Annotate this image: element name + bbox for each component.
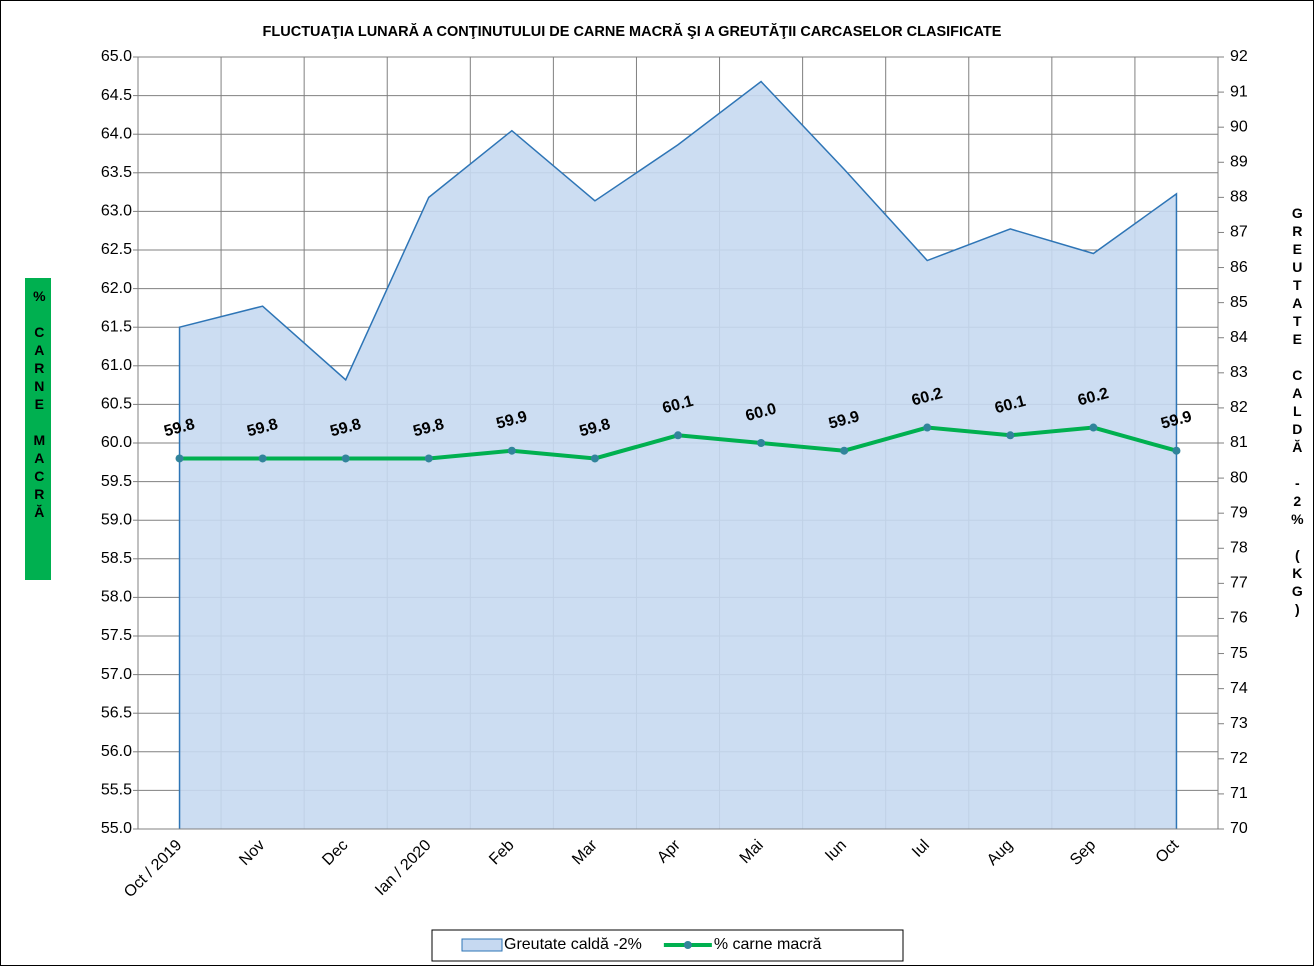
marker	[341, 454, 350, 463]
y-tick-label: 63.5	[101, 164, 132, 181]
y-tick-label: 59.5	[101, 473, 132, 490]
y-tick-label: 58.0	[101, 589, 132, 606]
y-tick-label: 62.0	[101, 280, 132, 297]
y2-tick-label: 87	[1230, 224, 1248, 241]
y2-tick-label: 70	[1230, 820, 1248, 837]
marker	[757, 439, 766, 447]
y2-tick-label: 78	[1230, 539, 1248, 556]
y2-tick-label: 80	[1230, 469, 1248, 486]
y-tick-label: 60.5	[101, 396, 132, 413]
legend-swatch	[461, 938, 503, 952]
y2-tick-label: 84	[1230, 329, 1248, 346]
area	[179, 81, 1177, 829]
y2-tick-label: 88	[1230, 189, 1248, 206]
marker	[923, 423, 932, 432]
y2-tick-label: 89	[1230, 153, 1248, 170]
legend-label: Greutate caldă -2%	[504, 936, 642, 953]
marker	[258, 454, 267, 463]
y2-tick-label: 77	[1230, 575, 1248, 592]
y-label-box	[25, 278, 51, 580]
y2-tick-label: 79	[1230, 504, 1248, 521]
y2-tick-label: 81	[1230, 434, 1248, 451]
marker	[507, 446, 516, 455]
y-tick-label: 59.0	[101, 511, 132, 528]
y-tick-label: 56.0	[101, 743, 132, 760]
y2-tick-label: 75	[1230, 645, 1248, 662]
y-tick-label: 55.5	[101, 782, 132, 799]
y-tick-label: 60.0	[101, 434, 132, 451]
y-tick-label: 64.0	[101, 125, 132, 142]
y2-tick-label: 86	[1230, 259, 1248, 276]
legend-label: % carne macră	[714, 936, 822, 953]
y-tick-label: 57.0	[101, 666, 132, 683]
y-tick-label: 65.0	[101, 48, 132, 65]
area-outline	[178, 80, 1178, 829]
y-axis-label: % CARNE MACRĂ	[31, 288, 47, 522]
y2-tick-label: 91	[1230, 83, 1248, 100]
y2-tick-label: 76	[1230, 610, 1248, 627]
y2-tick-label: 92	[1230, 48, 1248, 65]
marker	[175, 454, 184, 463]
y-tick-label: 55.0	[101, 820, 132, 837]
y2-tick-label: 82	[1230, 399, 1248, 416]
y2-tick-label: 83	[1230, 364, 1248, 381]
y-tick-label: 58.5	[101, 550, 132, 567]
marker	[590, 454, 599, 463]
marker	[1089, 423, 1098, 432]
marker	[424, 454, 433, 463]
y2-tick-label: 85	[1230, 294, 1248, 311]
y2-tick-label: 90	[1230, 118, 1248, 135]
y2-tick-label: 74	[1230, 680, 1248, 697]
marker	[1172, 446, 1181, 455]
legend-marker	[683, 941, 692, 949]
y-tick-label: 64.5	[101, 87, 132, 104]
y-tick-label: 61.0	[101, 357, 132, 374]
marker	[840, 446, 849, 455]
y2-tick-label: 72	[1230, 750, 1248, 767]
y-tick-label: 61.5	[101, 318, 132, 335]
y-tick-label: 63.0	[101, 203, 132, 220]
y2-tick-label: 71	[1230, 785, 1248, 802]
chart-title: FLUCTUAŢIA LUNARĂ A CONŢINUTULUI DE CARN…	[263, 23, 1002, 40]
marker	[674, 431, 682, 440]
y2-tick-label: 73	[1230, 715, 1248, 732]
y-tick-label: 56.5	[101, 704, 132, 721]
y2-axis-label: GREUTATE CALDĂ -2% (KG)	[1289, 205, 1305, 619]
y-tick-label: 62.5	[101, 241, 132, 258]
y-tick-label: 57.5	[101, 627, 132, 644]
marker	[1006, 431, 1015, 440]
